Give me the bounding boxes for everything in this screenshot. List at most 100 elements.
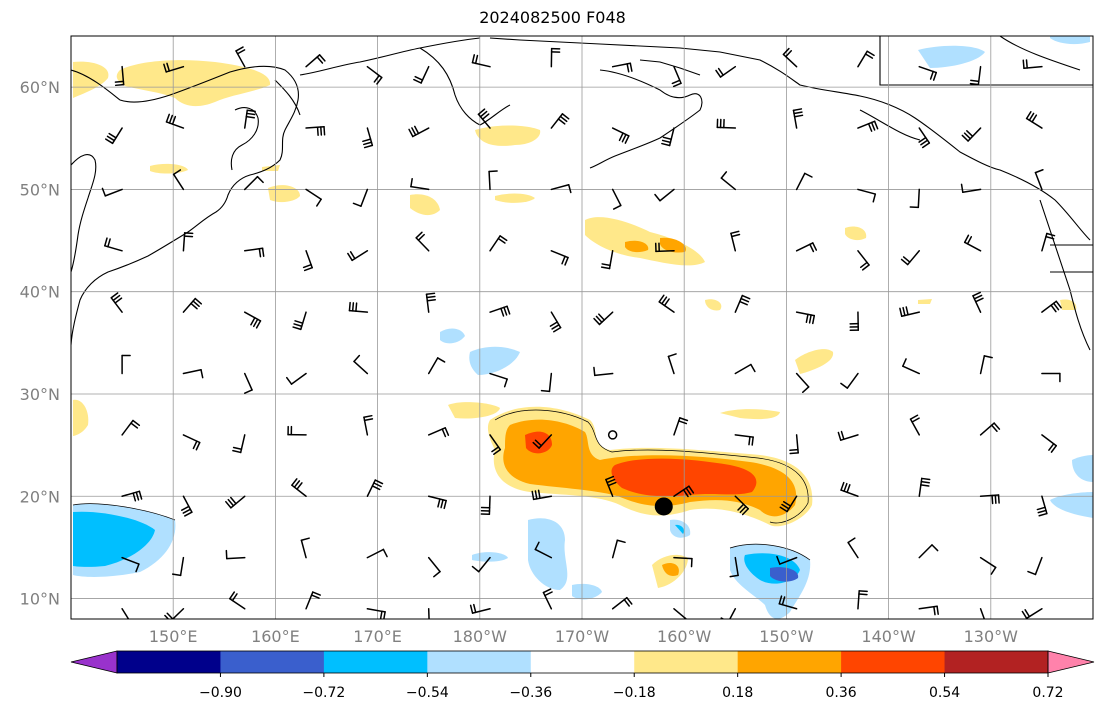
latitude-labels: 60°N 50°N 40°N 30°N 20°N 10°N [20, 78, 60, 608]
wind-barb [969, 65, 982, 86]
lon-label: 170°W [555, 627, 610, 646]
colorbar-swatch [323, 651, 428, 673]
wind-barb [305, 54, 326, 68]
colorbar-swatch [634, 651, 739, 673]
lat-label: 40°N [20, 283, 60, 302]
wind-barb [534, 541, 553, 559]
wind-barb [611, 539, 626, 559]
wind-barb [427, 357, 446, 375]
wind-barb [857, 590, 868, 610]
wind-barb [229, 591, 246, 610]
wind-barb [181, 495, 193, 517]
wind-barb [550, 250, 569, 266]
wind-barb [469, 603, 491, 614]
wind-barb [899, 306, 921, 317]
wind-barb [795, 372, 810, 394]
colorbar-tick-label: 0.18 [722, 685, 753, 701]
wind-barb [1041, 300, 1062, 313]
wind-barb [366, 608, 386, 619]
wind-barb [243, 311, 262, 329]
wind-barb [795, 311, 816, 325]
wind-barb [531, 489, 553, 501]
wind-barb [171, 556, 185, 577]
colorbar-swatch [427, 651, 532, 673]
wind-barb [366, 479, 384, 498]
wind-barb [782, 47, 798, 68]
wind-barb [471, 556, 491, 573]
colorbar-swatch [117, 651, 221, 673]
wind-barb [918, 544, 939, 559]
wind-barb [730, 230, 741, 252]
colorbar-tick-label: 0.54 [929, 685, 960, 701]
wind-barb [961, 127, 982, 142]
wind-barb [1041, 232, 1056, 252]
wind-barb [243, 372, 253, 394]
wind-barb [1027, 556, 1043, 576]
wind-barb [225, 549, 246, 560]
wind-barb [165, 113, 185, 129]
wind-barb [611, 596, 633, 610]
wind-barb [427, 495, 447, 510]
colorbar-extend-high [1047, 650, 1095, 674]
wind-barb [779, 495, 798, 513]
wind-barb [734, 495, 749, 516]
wind-barb [840, 372, 859, 389]
longitude-labels: 150°E 160°E 170°E 180°W 170°W 160°W 150°W 140°W… [149, 627, 1018, 646]
lon-label: 140°W [861, 627, 916, 646]
wind-barbs [101, 46, 1062, 619]
wind-barb [715, 65, 737, 78]
wind-barb [540, 372, 553, 393]
wind-barb [909, 188, 921, 209]
wind-barb [114, 65, 125, 87]
wind-barb [291, 478, 307, 498]
wind-barb [300, 537, 310, 559]
wind-barb [243, 175, 264, 191]
colorbar-tick-label: 0.72 [1032, 685, 1063, 701]
wind-barb [1041, 434, 1058, 453]
wind-barb [1041, 372, 1061, 383]
colorbar-tick-label: −0.54 [406, 685, 449, 701]
wind-barb [611, 188, 622, 210]
colorbar-outline [116, 650, 1049, 674]
wind-barb [667, 353, 677, 375]
wind-barb [164, 608, 185, 619]
colorbar-swatch [530, 651, 635, 673]
wind-barb [673, 556, 693, 568]
wind-barb [857, 50, 875, 68]
wind-barb [857, 120, 879, 132]
wind-barb [1036, 495, 1048, 517]
wind-barb [550, 113, 570, 129]
wind-barb [979, 494, 1000, 505]
wind-barb [1025, 110, 1043, 129]
wind-barb [488, 170, 498, 191]
wind-barb [287, 425, 307, 436]
wind-barb [305, 188, 322, 207]
colorbar [70, 650, 1095, 674]
lat-label: 20°N [20, 487, 60, 506]
wind-barb [847, 537, 859, 559]
wind-barb [734, 434, 754, 446]
wind-barb [673, 485, 695, 498]
wind-barb [427, 556, 441, 578]
wind-barb [857, 250, 870, 271]
wind-barb [716, 118, 737, 129]
wind-barb [979, 355, 993, 375]
wind-barb [593, 311, 614, 326]
wind-barb [857, 188, 877, 203]
wind-barb [163, 62, 185, 73]
wind-barb [960, 183, 982, 193]
colorbar-tick-label: −0.90 [199, 685, 242, 701]
wind-barb [979, 556, 997, 575]
wind-barb [909, 414, 921, 436]
wind-barb [121, 556, 140, 573]
wind-barb [182, 434, 201, 451]
wind-barb [789, 434, 799, 455]
wind-barb [918, 605, 939, 616]
wind-barb [654, 188, 675, 202]
wind-barb [979, 422, 1001, 436]
anomaly-shading [73, 36, 1093, 619]
wind-barb [104, 237, 123, 252]
wind-barb [489, 235, 508, 252]
wind-barb [410, 177, 430, 191]
